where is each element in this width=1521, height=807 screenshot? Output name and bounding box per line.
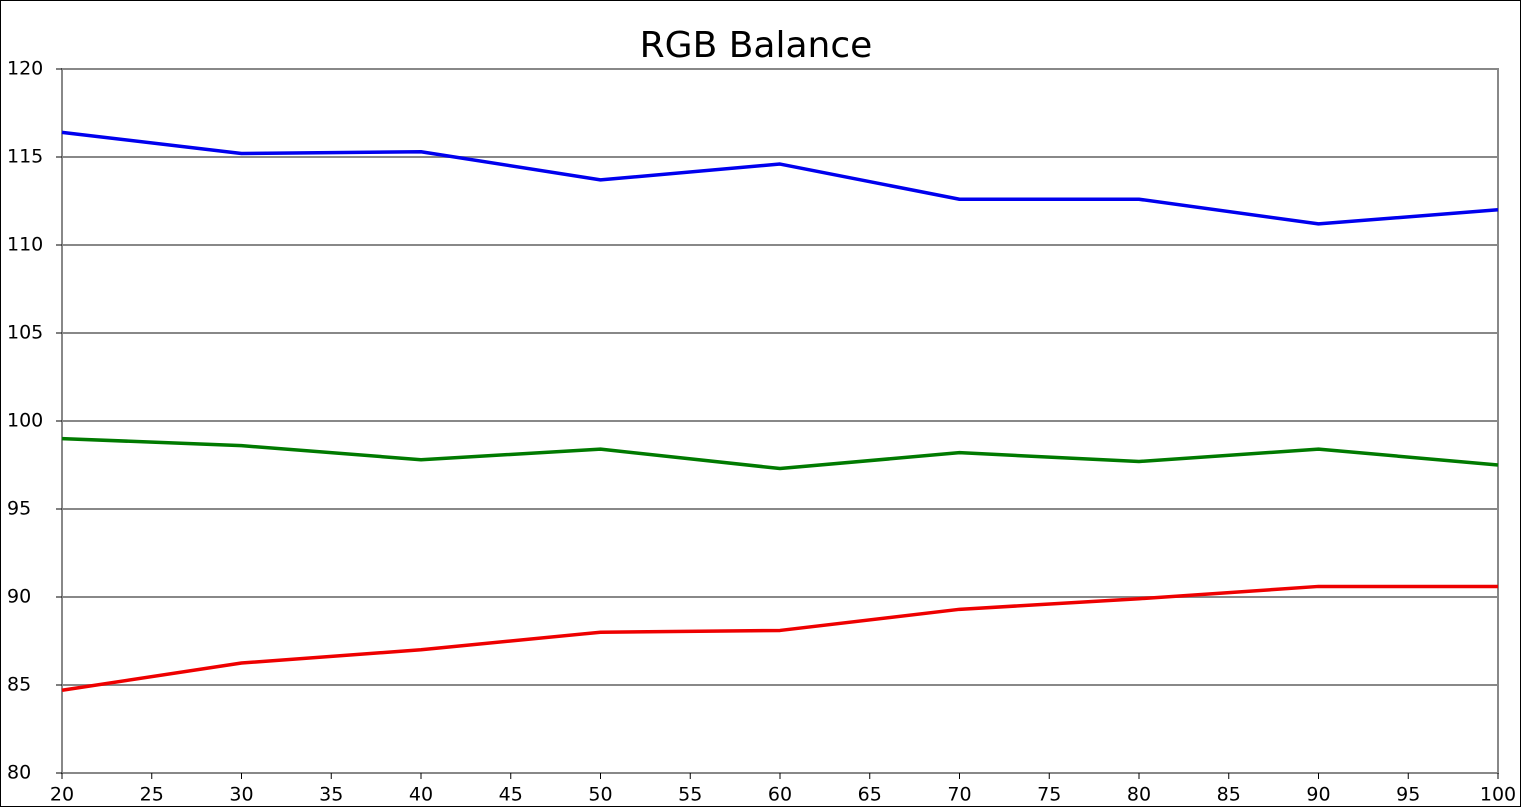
y-tick-label: 120 <box>7 58 43 80</box>
x-tick-label: 60 <box>768 784 792 806</box>
y-tick-label: 85 <box>7 674 31 696</box>
x-tick-label: 50 <box>588 784 612 806</box>
x-tick-label: 40 <box>409 784 433 806</box>
x-tick-label: 95 <box>1396 784 1420 806</box>
y-tick-label: 95 <box>7 498 31 520</box>
y-tick-label: 80 <box>7 762 31 784</box>
series-line <box>61 584 1498 693</box>
x-tick-label: 55 <box>678 784 702 806</box>
x-tick-label: 35 <box>319 784 343 806</box>
x-tick-label: 80 <box>1127 784 1151 806</box>
x-tick-label: 70 <box>947 784 971 806</box>
y-tick-label: 100 <box>7 410 43 432</box>
x-tick-label: 45 <box>499 784 523 806</box>
x-tick-label: 75 <box>1037 784 1061 806</box>
x-tick-label: 90 <box>1306 784 1330 806</box>
x-tick-label: 65 <box>858 784 882 806</box>
y-tick-label: 90 <box>7 586 31 608</box>
x-tick-label: 85 <box>1217 784 1241 806</box>
series-line <box>61 130 1499 226</box>
x-tick-label: 25 <box>140 784 164 806</box>
y-tick-label: 105 <box>7 322 43 344</box>
chart-title: RGB Balance <box>640 25 873 66</box>
x-tick-label: 30 <box>229 784 253 806</box>
y-tick-label: 110 <box>7 234 43 256</box>
x-tick-label: 20 <box>50 784 74 806</box>
series-line <box>61 436 1499 471</box>
x-tick-label: 100 <box>1480 784 1516 806</box>
y-tick-label: 115 <box>7 146 43 168</box>
